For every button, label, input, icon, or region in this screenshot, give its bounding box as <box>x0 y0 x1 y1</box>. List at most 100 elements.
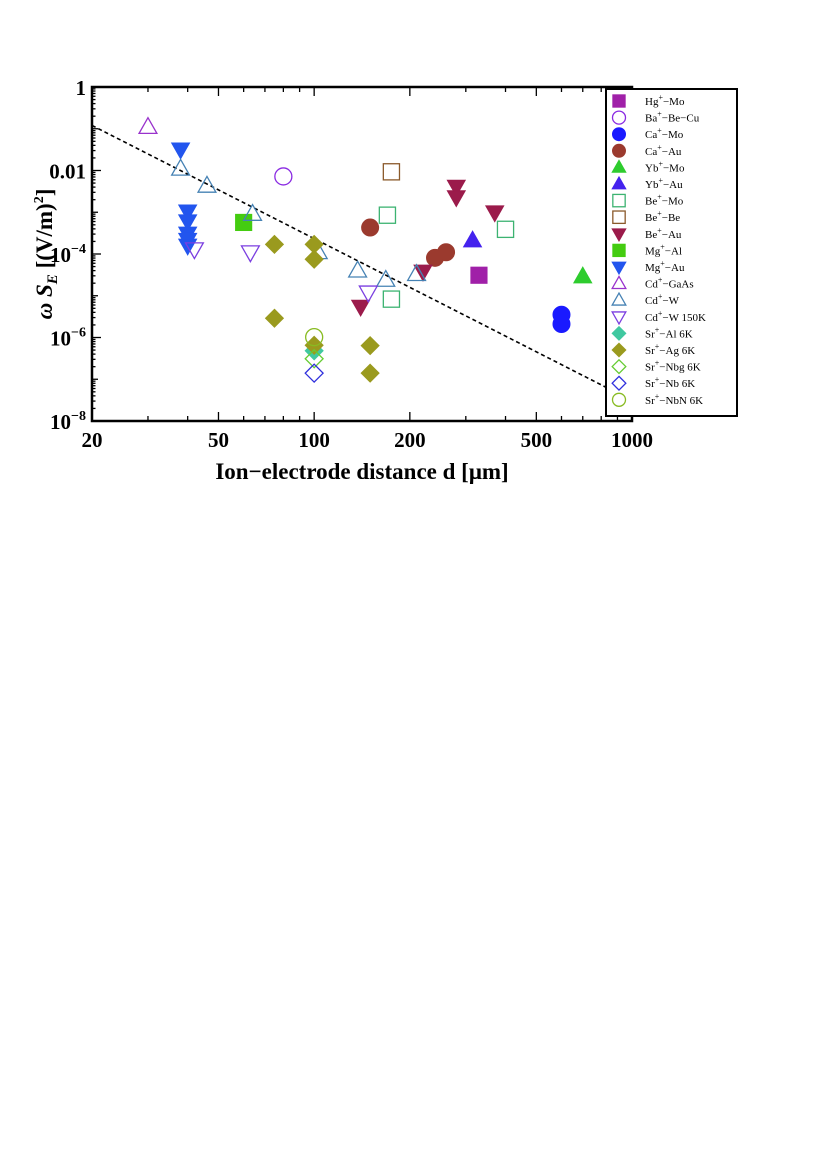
legend-item: Cd+−W <box>611 291 680 307</box>
data-point <box>360 363 380 383</box>
y-tick-label: 0.01 <box>49 160 86 184</box>
data-point <box>304 363 325 383</box>
data-point <box>360 335 380 356</box>
x-tick-label: 500 <box>521 428 553 452</box>
data-point <box>361 218 380 237</box>
legend-item: Hg+−Mo <box>612 93 685 108</box>
legend-marker <box>611 325 627 341</box>
data-point <box>177 214 198 232</box>
legend-item: Ba+−Be−Cu <box>611 110 700 125</box>
data-point <box>375 269 396 287</box>
x-tick-label: 100 <box>298 428 330 452</box>
data-point <box>552 315 571 334</box>
axis-ticks <box>91 87 632 422</box>
legend-label: Sr+−Al 6K <box>645 325 693 340</box>
data-point <box>264 308 285 328</box>
y-tick-label: 1 <box>76 76 87 100</box>
legend-marker <box>612 127 626 142</box>
x-axis-title: Ion−electrode distance d [μm] <box>215 459 508 484</box>
x-tick-label: 50 <box>208 428 229 452</box>
data-point <box>437 243 456 262</box>
legend-label: Yb+−Mo <box>645 159 685 174</box>
series-mg-al <box>235 213 253 232</box>
legend-box <box>605 88 738 417</box>
legend-label: Mg+−Al <box>645 242 682 257</box>
data-point <box>484 205 505 223</box>
data-point <box>305 327 324 347</box>
series-sr-ag-6k <box>264 234 380 383</box>
legend-label: Ba+−Be−Cu <box>645 110 700 125</box>
legend-label: Be+−Be <box>645 209 680 224</box>
legend-item: Be+−Be <box>612 209 680 224</box>
data-point <box>274 167 293 186</box>
legend-marker <box>611 261 627 276</box>
legend-label: Cd+−GaAs <box>645 276 694 291</box>
series-sr-nbg-6k <box>304 348 325 369</box>
legend-item: Mg+−Au <box>611 259 685 276</box>
legend-marker <box>611 342 627 358</box>
y-tick-label: 10−6 <box>50 326 86 351</box>
data-point <box>170 142 191 160</box>
data-point <box>240 245 261 263</box>
legend-marker <box>611 228 627 242</box>
legend-item: Be+−Mo <box>612 193 684 208</box>
series-cd-w-150k <box>184 242 379 304</box>
series-ca-au <box>361 218 456 267</box>
data-point <box>235 213 253 232</box>
legend-item: Sr+−Al 6K <box>611 325 693 341</box>
series-sr-nb-6k <box>304 363 325 383</box>
data-point <box>304 249 324 269</box>
data-point <box>378 206 397 224</box>
legend-marker <box>611 392 627 407</box>
data-point <box>572 266 593 284</box>
legend-marker <box>611 358 627 375</box>
data-point <box>358 285 379 304</box>
data-point <box>446 190 467 208</box>
data-point <box>413 264 433 282</box>
legend-label: Be+−Au <box>645 226 682 241</box>
series-mg-au <box>170 142 198 256</box>
y-tick-label: 10−4 <box>50 242 86 267</box>
legend-marker <box>611 275 627 290</box>
data-point <box>184 242 205 260</box>
series-yb-au <box>462 230 483 248</box>
legend-marker <box>612 94 626 108</box>
series-hg-mo <box>470 266 488 284</box>
legend-marker <box>612 143 626 158</box>
data-point <box>242 203 263 221</box>
legend-label: Sr+−NbN 6K <box>645 392 703 407</box>
legend-item: Be+−Au <box>611 226 682 242</box>
data-points <box>137 116 593 383</box>
legend-marker <box>611 110 627 125</box>
legend-item: Sr+−NbN 6K <box>611 392 703 407</box>
legend-item: Cd+−W 150K <box>611 309 706 326</box>
legend-label: Be+−Mo <box>645 193 684 208</box>
data-point <box>170 158 191 176</box>
series-cd-w <box>170 158 427 287</box>
legend-marker <box>611 291 627 306</box>
legend-marker <box>611 175 627 190</box>
series-cd-gaas <box>137 116 159 135</box>
data-point <box>406 263 427 282</box>
data-point <box>446 179 467 198</box>
data-point <box>347 259 368 278</box>
x-tick-label: 200 <box>394 428 426 452</box>
data-point <box>470 266 488 284</box>
legend-label: Hg+−Mo <box>645 93 685 108</box>
y-tick-label: 10−8 <box>50 409 86 434</box>
legend-marker <box>611 159 627 173</box>
legend-marker <box>611 375 627 391</box>
legend-item: Sr+−Nbg 6K <box>611 358 701 375</box>
trend-line <box>92 124 632 402</box>
data-point <box>137 116 159 135</box>
data-point <box>196 175 218 193</box>
legend-label: Cd+−W 150K <box>645 309 706 324</box>
legend-label: Sr+−Nbg 6K <box>645 359 701 374</box>
series-ba-be-cu <box>274 167 293 186</box>
data-point <box>462 230 483 248</box>
x-tick-label: 20 <box>82 428 103 452</box>
legend-marker <box>612 243 626 258</box>
